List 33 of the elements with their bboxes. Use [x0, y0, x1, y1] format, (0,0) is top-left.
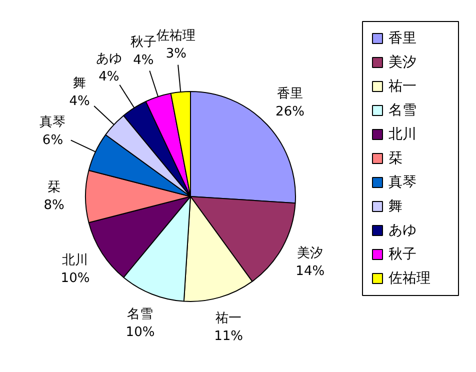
slice-label: あゆ: [96, 51, 122, 66]
data-label: 4%: [133, 53, 154, 68]
slice-label: 真琴: [40, 115, 66, 130]
legend-label: 美汐: [388, 54, 416, 70]
slice-label: 北川: [62, 253, 88, 268]
legend-label: あゆ: [388, 222, 416, 238]
data-label: 10%: [126, 324, 155, 340]
legend-label: 祐一: [388, 78, 416, 94]
slice-label: 美汐: [297, 244, 324, 261]
data-label: 11%: [214, 329, 244, 344]
data-label: 26%: [276, 104, 304, 120]
data-label: 3%: [166, 46, 186, 62]
legend-label: 名雪: [388, 102, 416, 118]
slice-label: 祐一: [216, 311, 242, 326]
legend-label: 佐祐理: [388, 270, 430, 286]
legend-label: 舞: [388, 198, 402, 214]
slice-label: 栞: [48, 180, 60, 195]
slice-label: 秋子: [130, 35, 156, 50]
slice-label: 佐祐理: [156, 28, 196, 44]
legend-label: 北川: [388, 126, 416, 142]
data-label: 4%: [69, 94, 90, 109]
data-label: 10%: [60, 271, 90, 286]
data-label: 6%: [42, 133, 64, 148]
legend-label: 香里: [388, 30, 416, 46]
slice-label: 香里: [277, 86, 304, 102]
legend-label: 栞: [388, 150, 402, 166]
slice-label: 名雪: [127, 306, 154, 322]
slice-label: 舞: [73, 76, 86, 91]
legend-label: 真琴: [388, 174, 416, 190]
data-label: 8%: [44, 198, 64, 213]
legend-label: 秋子: [388, 246, 416, 262]
data-label: 14%: [296, 264, 325, 279]
data-label: 4%: [98, 69, 120, 84]
